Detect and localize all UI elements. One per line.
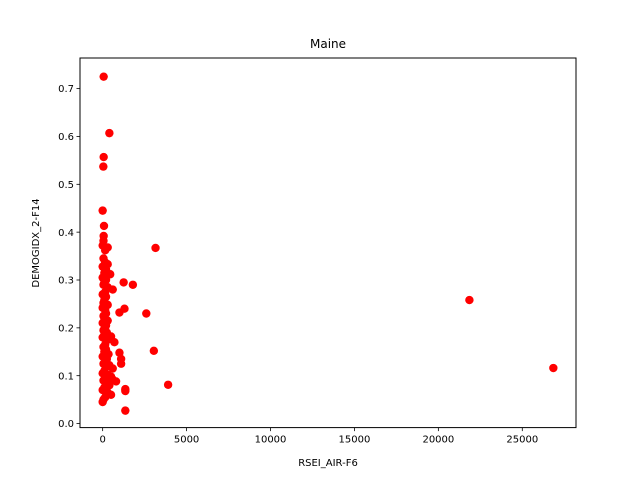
y-axis-label: DEMOGIDX_2-F14	[31, 198, 42, 287]
data-point	[164, 381, 172, 389]
data-point	[119, 278, 127, 286]
y-tick-label: 0.0	[58, 419, 74, 430]
data-point	[142, 309, 150, 317]
data-point	[110, 338, 118, 346]
x-axis-label: RSEI_AIR-F6	[298, 458, 358, 469]
data-point	[121, 406, 129, 414]
data-point	[109, 285, 117, 293]
data-point	[465, 296, 473, 304]
chart-title: Maine	[310, 37, 346, 51]
data-point	[121, 387, 129, 395]
x-tick-label: 5000	[174, 435, 199, 446]
y-tick-label: 0.4	[58, 228, 74, 239]
x-tick-label: 0	[99, 435, 105, 446]
data-point	[99, 162, 107, 170]
plot-area	[80, 58, 576, 428]
x-tick-label: 25000	[506, 435, 538, 446]
y-tick-label: 0.7	[58, 84, 74, 95]
x-tick-label: 10000	[255, 435, 287, 446]
data-point	[151, 244, 159, 252]
data-point	[99, 72, 107, 80]
data-point	[129, 281, 137, 289]
data-point	[99, 153, 107, 161]
data-point	[105, 129, 113, 137]
data-point	[100, 222, 108, 230]
data-point	[98, 206, 106, 214]
y-tick-label: 0.3	[58, 276, 74, 287]
y-tick-label: 0.5	[58, 180, 74, 191]
data-point	[117, 360, 125, 368]
x-tick-label: 20000	[422, 435, 454, 446]
data-point	[120, 305, 128, 313]
data-point	[101, 246, 109, 254]
data-point	[150, 347, 158, 355]
y-tick-label: 0.2	[58, 323, 74, 334]
y-tick-label: 0.6	[58, 132, 74, 143]
x-tick-label: 15000	[339, 435, 371, 446]
data-point	[109, 375, 117, 383]
y-tick-label: 0.1	[58, 371, 74, 382]
data-point	[549, 364, 557, 372]
data-point	[98, 398, 106, 406]
